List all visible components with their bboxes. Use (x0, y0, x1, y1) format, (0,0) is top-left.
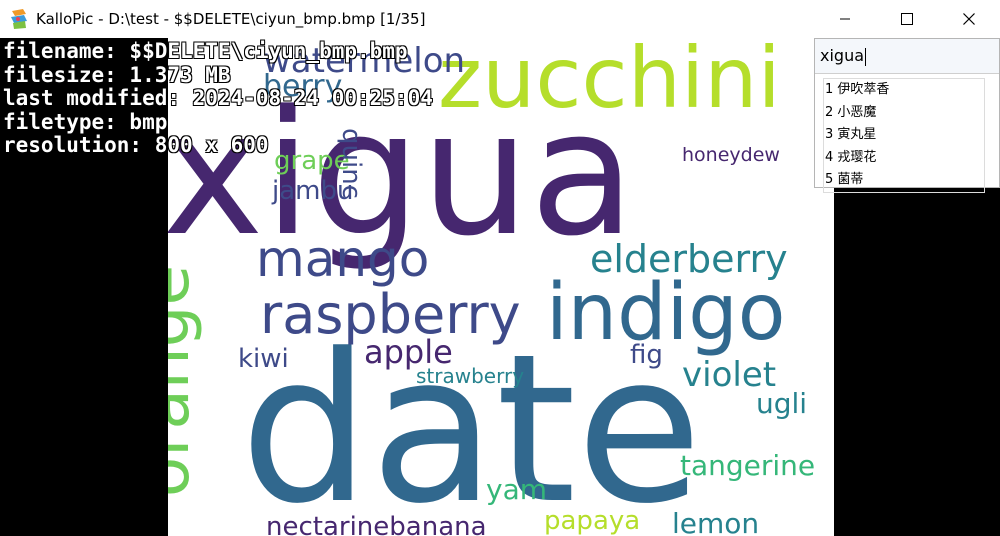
word-honeydew: honeydew (682, 144, 780, 166)
info-filename: filename: $$DELETE\ciyun_bmp.bmp (3, 39, 408, 63)
info-filesize: filesize: 1.373 MB (3, 62, 231, 87)
word-apple: apple (364, 333, 453, 371)
minimize-button[interactable] (814, 0, 876, 38)
word-date: date (240, 311, 703, 536)
word-elderberry: elderberry (590, 237, 788, 281)
ime-candidate[interactable]: 2 小恶魔 (825, 104, 877, 120)
ime-candidate[interactable]: 3 寅丸星 (825, 127, 877, 142)
word-jambu: jambu (272, 176, 354, 206)
word-mango: mango (256, 230, 430, 288)
word-strawberry: strawberry (416, 364, 525, 388)
info-last-modified: last modified: 2024-08-24 00:25:04 (3, 86, 433, 110)
word-grape: grape (274, 146, 350, 176)
ime-candidate-list: 1 伊吹萃香 2 小恶魔 3 寅丸星 4 戎璎花 5 菌蒂 (823, 78, 985, 193)
word-berry: berry (263, 69, 343, 104)
word-watermelon: watermelon (263, 41, 466, 81)
window-controls (814, 0, 1000, 38)
ime-candidate-window: xigua 1 伊吹萃香 2 小恶魔 3 寅丸星 4 戎璎花 5 菌蒂 (814, 38, 1000, 193)
word-violet: violet (682, 355, 777, 395)
word-kiwi: kiwi (238, 344, 289, 374)
ime-candidate[interactable]: 4 戎璎花 (825, 149, 877, 165)
close-button[interactable] (938, 0, 1000, 38)
word-yam: yam (486, 473, 548, 506)
kallopic-app-icon (11, 9, 27, 29)
info-resolution: resolution: 800 x 600 (3, 133, 269, 157)
word-papaya: papaya (544, 506, 641, 536)
close-icon (963, 13, 975, 25)
wordcloud-image: xigua date zucchini watermelon berry ind… (168, 38, 834, 536)
ime-composition: xigua (815, 39, 999, 74)
word-nectarinebanana: nectarinebanana (266, 512, 487, 536)
word-fig: fig (630, 340, 663, 370)
word-xigua: xigua (168, 73, 636, 274)
ime-candidate[interactable]: 5 菌蒂 (825, 172, 864, 187)
word-tangerine: tangerine (680, 449, 816, 482)
info-filetype: filetype: bmp (3, 109, 168, 134)
maximize-button[interactable] (876, 0, 938, 38)
word-indigo: indigo (546, 268, 786, 358)
word-orange: orange (168, 264, 205, 498)
word-raspberry: raspberry (260, 283, 521, 346)
ime-input-text: xigua (820, 46, 865, 65)
maximize-icon (901, 13, 913, 25)
title-bar: KalloPic - D:\test - $$DELETE\ciyun_bmp.… (0, 0, 1000, 38)
word-zucchini: zucchini (438, 38, 781, 127)
file-info-overlay: filename: $$DELETE\ciyun_bmp.bmp filesize… (3, 39, 433, 158)
word-lemon: lemon (672, 507, 760, 536)
word-ugli: ugli (756, 387, 808, 420)
minimize-icon (840, 18, 850, 20)
window-title: KalloPic - D:\test - $$DELETE\ciyun_bmp.… (36, 10, 426, 28)
text-caret (865, 47, 867, 66)
ime-candidate[interactable]: 1 伊吹萃香 (825, 82, 890, 97)
